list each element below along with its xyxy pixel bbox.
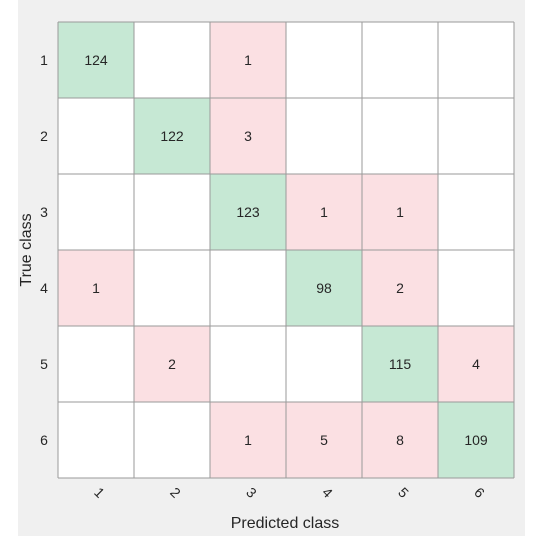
matrix-cell-1-4 bbox=[286, 22, 362, 98]
matrix-cells: 124 1 122 3 123 1 1 1 98 2 2 115 4 1 5 8 109 bbox=[58, 22, 514, 478]
y-tick-label: 4 bbox=[40, 280, 48, 296]
matrix-cell-5-4 bbox=[286, 326, 362, 402]
matrix-cell-6-2 bbox=[134, 402, 210, 478]
matrix-cell-1-3 bbox=[210, 22, 286, 98]
matrix-cell-1-6 bbox=[438, 22, 514, 98]
matrix-cell-4-6 bbox=[438, 250, 514, 326]
cell-value-4-4: 98 bbox=[316, 280, 332, 296]
matrix-cell-2-6 bbox=[438, 98, 514, 174]
matrix-cell-4-1 bbox=[58, 250, 134, 326]
cell-value-6-3: 1 bbox=[244, 432, 252, 448]
matrix-cell-6-5 bbox=[362, 402, 438, 478]
cell-value-6-6: 109 bbox=[464, 432, 488, 448]
y-tick-label: 5 bbox=[40, 356, 48, 372]
matrix-cell-6-4 bbox=[286, 402, 362, 478]
cell-value-1-1: 124 bbox=[84, 52, 108, 68]
y-tick-label: 2 bbox=[40, 128, 48, 144]
cell-value-3-3: 123 bbox=[236, 204, 260, 220]
matrix-cell-3-2 bbox=[134, 174, 210, 250]
cell-value-1-3: 1 bbox=[244, 52, 252, 68]
cell-value-5-2: 2 bbox=[168, 356, 176, 372]
cell-value-6-5: 8 bbox=[396, 432, 404, 448]
matrix-cell-2-1 bbox=[58, 98, 134, 174]
matrix-cell-6-6 bbox=[438, 402, 514, 478]
matrix-cell-3-1 bbox=[58, 174, 134, 250]
matrix-cell-4-3 bbox=[210, 250, 286, 326]
matrix-cell-1-1 bbox=[58, 22, 134, 98]
cell-value-3-5: 1 bbox=[396, 204, 404, 220]
matrix-cell-3-5 bbox=[362, 174, 438, 250]
matrix-cell-5-5 bbox=[362, 326, 438, 402]
matrix-cell-5-3 bbox=[210, 326, 286, 402]
x-axis-label: Predicted class bbox=[231, 515, 340, 532]
matrix-cell-5-6 bbox=[438, 326, 514, 402]
matrix-cell-3-3 bbox=[210, 174, 286, 250]
matrix-cell-2-3 bbox=[210, 98, 286, 174]
y-axis-label: True class bbox=[18, 213, 35, 286]
cell-value-5-5: 115 bbox=[389, 356, 412, 372]
cell-value-6-4: 5 bbox=[320, 432, 328, 448]
matrix-cell-6-3 bbox=[210, 402, 286, 478]
cell-value-2-3: 3 bbox=[244, 128, 252, 144]
matrix-cell-2-5 bbox=[362, 98, 438, 174]
cell-value-2-2: 122 bbox=[160, 128, 184, 144]
cell-value-4-1: 1 bbox=[92, 280, 100, 296]
matrix-cell-2-2 bbox=[134, 98, 210, 174]
matrix-cell-1-2 bbox=[134, 22, 210, 98]
matrix-grid bbox=[57, 21, 515, 479]
matrix-cell-6-1 bbox=[58, 402, 134, 478]
matrix-cell-5-2 bbox=[134, 326, 210, 402]
matrix-cell-5-1 bbox=[58, 326, 134, 402]
y-tick-label: 3 bbox=[40, 204, 48, 220]
matrix-cell-1-5 bbox=[362, 22, 438, 98]
matrix-cell-4-4 bbox=[286, 250, 362, 326]
y-tick-label: 6 bbox=[40, 432, 48, 448]
cell-value-3-4: 1 bbox=[320, 204, 328, 220]
cell-value-4-5: 2 bbox=[396, 280, 404, 296]
matrix-cell-4-2 bbox=[134, 250, 210, 326]
matrix-cell-3-6 bbox=[438, 174, 514, 250]
matrix-cell-3-4 bbox=[286, 174, 362, 250]
y-tick-label: 1 bbox=[40, 52, 48, 68]
matrix-cell-4-5 bbox=[362, 250, 438, 326]
cell-value-5-6: 4 bbox=[472, 356, 480, 372]
y-tick-labels: 1 2 3 4 5 6 bbox=[40, 52, 48, 448]
matrix-cell-2-4 bbox=[286, 98, 362, 174]
